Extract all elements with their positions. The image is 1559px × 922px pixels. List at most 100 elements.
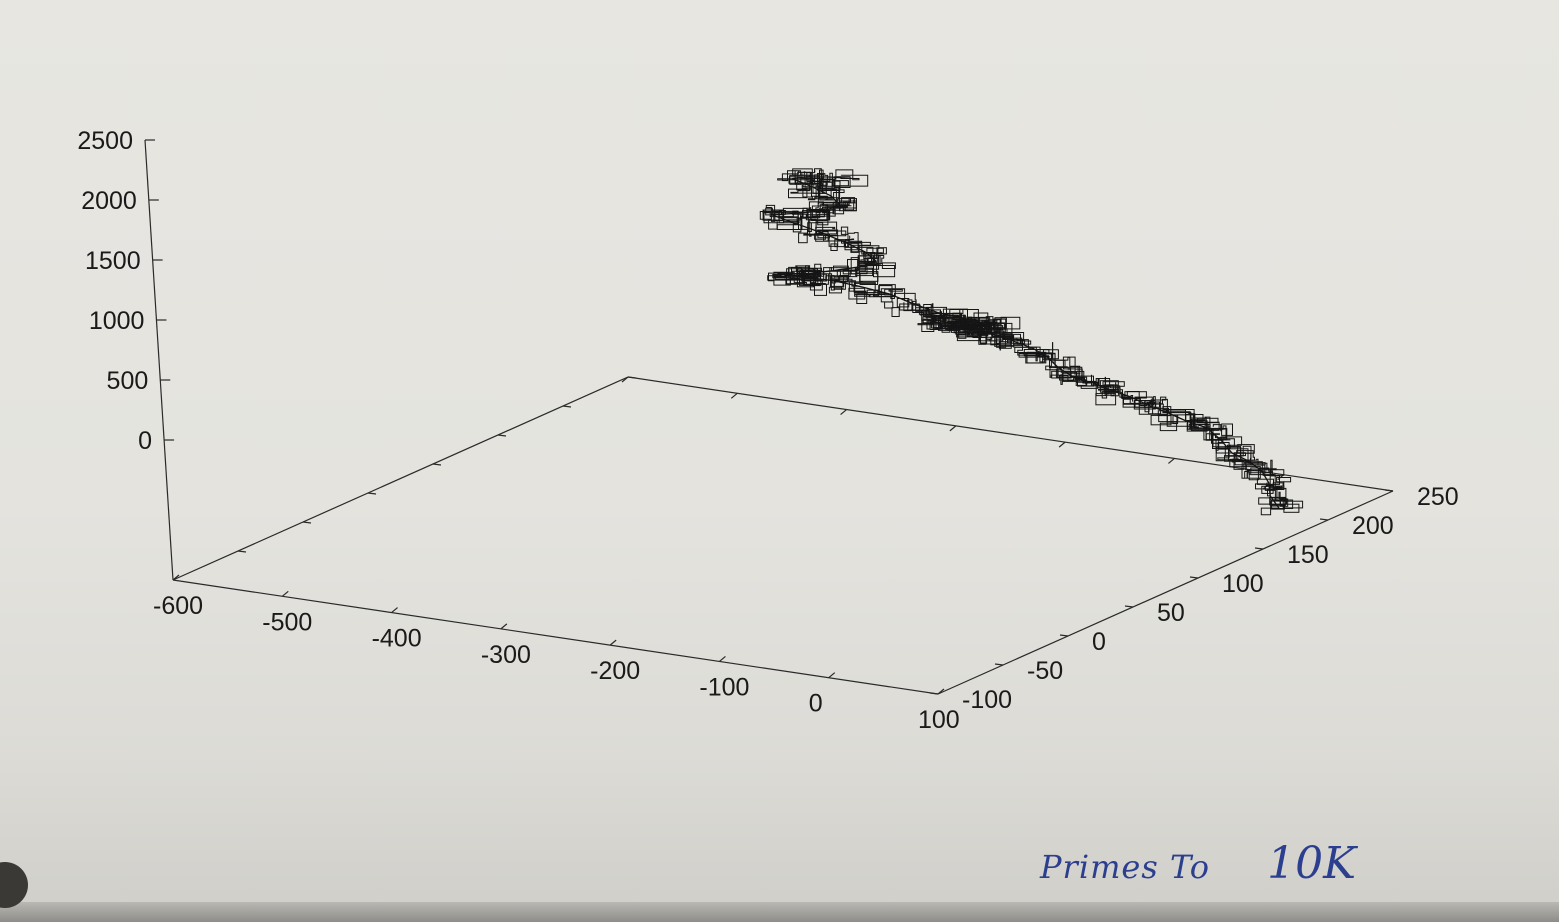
z-tick-label: 2500	[77, 127, 133, 155]
walk-step-box	[891, 307, 900, 318]
walk-step-box	[1062, 370, 1085, 382]
walk-step-box	[1187, 420, 1206, 430]
walk-step-box	[1269, 475, 1280, 485]
walk-step-box	[1124, 391, 1147, 399]
walk-step-box	[1102, 381, 1125, 387]
walk-step-box	[788, 188, 808, 199]
y-tick-label: 0	[1092, 628, 1106, 656]
x-tick-mark-back	[730, 392, 738, 399]
x-tick-mark	[828, 672, 836, 679]
x-tick-label: 100	[918, 706, 960, 734]
walk-step-box	[925, 306, 947, 318]
walk-step-box	[1051, 370, 1072, 379]
y-tick-mark	[1384, 489, 1394, 492]
walk-step-box	[1110, 388, 1119, 397]
walk-trace-segment	[815, 226, 859, 251]
walk-step-box	[857, 255, 881, 266]
walk-step-box	[859, 271, 879, 282]
walk-detail-traces	[759, 168, 1304, 516]
tick-marks	[145, 139, 1394, 695]
walk-step-box	[1002, 332, 1025, 340]
walk-step-box	[1044, 353, 1054, 360]
walk-step-box	[1014, 346, 1037, 353]
y-tick-label: 100	[1222, 570, 1264, 598]
walk-trace-segment	[803, 269, 836, 287]
y-tick-mark	[994, 663, 1004, 666]
walk-step-box	[830, 243, 838, 251]
y-tick-mark	[1254, 547, 1264, 550]
walk-step-box	[1256, 478, 1275, 485]
x-tick-mark-back	[1168, 457, 1175, 464]
walk-step-box	[1166, 409, 1187, 423]
walk-step-box	[1283, 503, 1300, 513]
walk-step-box	[1280, 498, 1289, 507]
walk-trace-segment	[792, 168, 828, 187]
walk-step-box	[848, 287, 866, 300]
walk-step-box	[1059, 375, 1075, 381]
walk-step-box	[884, 288, 893, 296]
walk-step-box	[1049, 359, 1066, 369]
x-tick-label: 0	[809, 690, 823, 718]
page-bottom-edge	[0, 902, 1559, 922]
walk-step-box	[773, 274, 791, 286]
walk-step-box	[815, 221, 838, 235]
x-tick-label: -100	[699, 673, 749, 701]
y-tick-mark-left	[497, 434, 507, 437]
walk-trace-segment	[817, 169, 869, 187]
z-axis	[144, 139, 174, 581]
y-tick-label: 250	[1417, 483, 1459, 511]
y-tick-label: -100	[962, 686, 1012, 714]
walk-step-box	[801, 171, 811, 179]
y-tick-mark-left	[237, 550, 247, 553]
walk-step-box	[1025, 352, 1044, 364]
y-tick-mark-left	[302, 521, 312, 524]
walk-step-box	[1159, 422, 1178, 432]
walk-step-box	[921, 309, 942, 321]
y-tick-mark	[1189, 576, 1199, 579]
walk-step-box	[831, 180, 841, 191]
walk-step-box	[840, 226, 849, 235]
z-tick-label: 500	[107, 367, 149, 395]
x-tick-mark	[609, 639, 617, 646]
walk-step-box	[839, 275, 849, 282]
z-tick-label: 1500	[85, 247, 141, 275]
walk-step-box	[884, 301, 894, 309]
walk-trace-segment	[1172, 414, 1220, 431]
walk-step-box	[1233, 461, 1245, 470]
random-walk-series-line	[770, 176, 1280, 509]
y-tick-mark	[1124, 605, 1134, 608]
y-tick-mark	[1059, 634, 1069, 637]
x-tick-label: -400	[372, 625, 422, 653]
walk-step-box	[783, 210, 799, 223]
x-tick-mark-back	[1058, 441, 1066, 448]
walk-step-box	[994, 318, 1007, 330]
walk-step-box	[828, 235, 839, 247]
walk-step-box	[817, 213, 829, 226]
walk-step-box	[834, 176, 851, 188]
walk-step-box	[1209, 427, 1228, 441]
walk-trace-segment	[817, 188, 852, 209]
x-tick-label: -500	[262, 608, 312, 636]
walk-step-box	[1241, 466, 1261, 479]
y-tick-mark	[929, 692, 939, 695]
walk-step-box	[832, 180, 849, 187]
x-tick-mark	[281, 590, 289, 597]
walk-step-box	[773, 209, 784, 222]
walk-step-box	[1123, 398, 1141, 405]
z-tick-label: 2000	[81, 187, 137, 215]
y-tick-mark-left	[562, 405, 572, 408]
x-tick-mark-back	[949, 425, 957, 432]
y-axis-left	[172, 376, 629, 581]
walk-step-box	[1133, 400, 1156, 410]
walk-step-box	[768, 219, 778, 230]
x-axis-front	[172, 579, 939, 695]
axes-frame	[144, 139, 1394, 695]
walk-step-box	[996, 338, 1007, 348]
y-tick-label: -50	[1027, 657, 1063, 685]
walk-step-box	[1062, 356, 1076, 370]
walk-trace-segment	[1152, 404, 1196, 428]
walk-step-box	[1143, 401, 1161, 408]
x-tick-mark	[500, 623, 508, 630]
x-tick-label: -300	[481, 641, 531, 669]
walk-step-box	[765, 207, 773, 216]
